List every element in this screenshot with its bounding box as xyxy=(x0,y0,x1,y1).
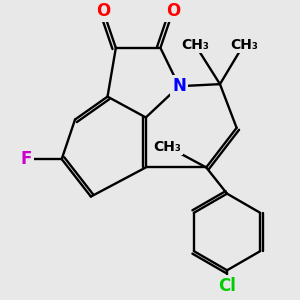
Text: O: O xyxy=(166,2,180,20)
Text: N: N xyxy=(172,77,186,95)
Text: CH₃: CH₃ xyxy=(230,38,258,52)
Text: Cl: Cl xyxy=(218,277,236,295)
Text: CH₃: CH₃ xyxy=(181,38,209,52)
Text: F: F xyxy=(20,150,32,168)
Text: CH₃: CH₃ xyxy=(154,140,182,154)
Text: O: O xyxy=(96,2,110,20)
